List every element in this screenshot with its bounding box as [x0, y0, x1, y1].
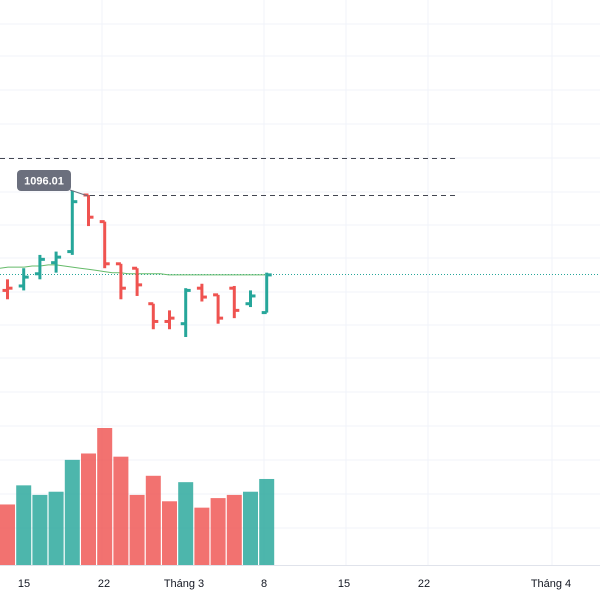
- ohlc-bar-0: [2, 279, 13, 300]
- moving-average-line: [0, 264, 265, 276]
- volume-bar-10: [162, 501, 177, 565]
- volume-bar-1: [16, 485, 32, 565]
- ohlc-bar-12: [196, 283, 207, 302]
- ohlc-bar-11: [180, 288, 191, 337]
- ohlc-bar-2: [34, 254, 45, 280]
- ohlc-bar-5: [83, 193, 94, 227]
- volume-bar-2: [32, 494, 48, 565]
- ohlc-bar-15: [245, 290, 256, 308]
- x-tick-label-1: 22: [98, 578, 110, 590]
- volume-bar-4: [64, 459, 80, 565]
- ohlc-bar-13: [213, 293, 224, 324]
- x-axis: 15 22 Tháng 3 8 15 22 Tháng 4: [18, 578, 571, 590]
- price-levels: [0, 158, 600, 275]
- ohlc-bar-6: [99, 220, 110, 269]
- ohlc-bars: [2, 190, 272, 337]
- volume-bar-0: [0, 504, 15, 565]
- callout-connector: [69, 189, 89, 197]
- volume-bar-8: [129, 494, 145, 565]
- ohlc-bar-9: [148, 302, 159, 330]
- grid: [0, 0, 600, 566]
- x-tick-label-0: 15: [18, 578, 30, 590]
- volume-bar-5: [81, 453, 96, 565]
- x-tick-label-4: 15: [338, 578, 350, 590]
- x-tick-label-2: Tháng 3: [164, 578, 204, 590]
- ohlc-bar-10: [164, 310, 175, 330]
- price-callout: 1096.01: [17, 170, 89, 197]
- volume-bar-6: [97, 428, 113, 565]
- volume-bar-9: [145, 475, 161, 565]
- ohlc-bar-4: [67, 190, 78, 255]
- ohlc-bar-8: [132, 266, 143, 296]
- ohlc-bar-16: [261, 272, 272, 315]
- volume-bars: [0, 428, 275, 565]
- x-tick-label-5: 22: [418, 578, 430, 590]
- volume-bar-14: [226, 494, 242, 565]
- ohlc-bar-7: [115, 262, 126, 300]
- callout-box: [17, 170, 71, 191]
- volume-bar-13: [210, 498, 226, 565]
- callout-value-label: 1096.01: [24, 176, 64, 188]
- moving-average: [0, 264, 265, 276]
- volume-bar-15: [243, 491, 258, 565]
- ohlc-bar-1: [18, 268, 29, 291]
- x-tick-label-6: Tháng 4: [531, 578, 571, 590]
- volume-bar-11: [178, 482, 194, 565]
- volume-bar-12: [194, 507, 210, 565]
- volume-bar-16: [259, 478, 275, 565]
- ohlc-bar-14: [229, 285, 240, 319]
- x-tick-label-3: 8: [261, 578, 267, 590]
- ohlc-bar-3: [51, 251, 62, 273]
- volume-bar-3: [48, 491, 64, 565]
- volume-bar-7: [113, 456, 129, 565]
